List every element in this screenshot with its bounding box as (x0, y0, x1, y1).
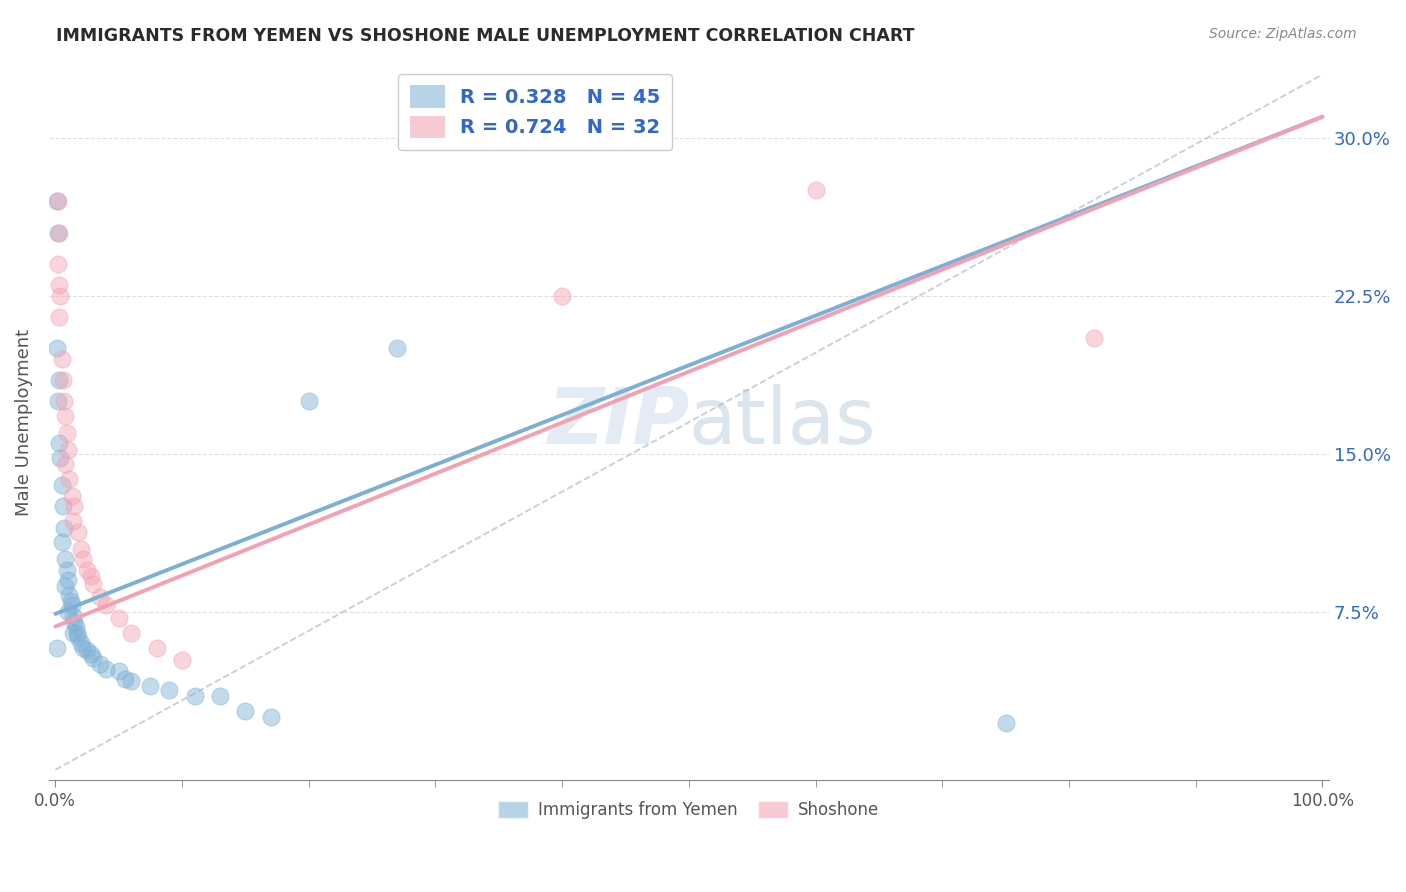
Point (46, 394, 69, 409)
Point (49, 289, 72, 303)
Point (45, 342, 67, 356)
Point (51, 351, 73, 366)
Point (49, 450, 72, 465)
Point (58, 472, 80, 486)
Point (53, 394, 76, 409)
Point (260, 710, 283, 724)
Point (46, 257, 69, 271)
Point (56, 573, 79, 587)
Point (55, 580, 77, 594)
Point (63, 615, 86, 630)
Point (170, 653, 193, 667)
Point (60, 489, 83, 503)
Point (157, 682, 180, 697)
Point (48, 226, 70, 240)
Point (45, 194, 67, 208)
Point (994, 716, 1017, 731)
Point (107, 664, 129, 678)
Point (804, 184, 827, 198)
Point (76, 642, 98, 657)
Point (62, 625, 84, 640)
Point (94, 662, 117, 676)
Point (76, 563, 98, 577)
Point (48, 310, 70, 324)
Point (55, 563, 77, 577)
Point (72, 552, 94, 566)
Point (69, 541, 91, 556)
Point (145, 640, 167, 655)
Point (52, 373, 75, 387)
Point (69, 636, 91, 650)
Point (56, 605, 79, 619)
Point (82, 577, 104, 591)
Point (551, 289, 574, 303)
Point (53, 520, 76, 534)
Point (62, 609, 84, 624)
Point (52, 500, 75, 514)
Text: Source: ZipAtlas.com: Source: ZipAtlas.com (1209, 27, 1357, 41)
Point (89, 657, 111, 672)
Point (65, 619, 87, 633)
Point (59, 594, 82, 608)
Point (1083, 331, 1105, 345)
Point (387, 342, 409, 356)
Point (60, 599, 83, 613)
Point (235, 704, 257, 718)
Legend: Immigrants from Yemen, Shoshone: Immigrants from Yemen, Shoshone (492, 794, 886, 826)
Point (56, 442, 79, 457)
Point (48, 373, 70, 387)
Point (55, 458, 77, 472)
Point (48, 278, 70, 293)
Point (55, 552, 77, 566)
Point (67, 630, 90, 644)
Point (120, 674, 142, 689)
Point (82, 651, 104, 665)
Point (298, 394, 321, 409)
Point (66, 625, 89, 640)
Point (58, 588, 80, 602)
Point (48, 436, 70, 450)
Point (89, 590, 111, 604)
Point (45, 640, 67, 655)
Text: IMMIGRANTS FROM YEMEN VS SHOSHONE MALE UNEMPLOYMENT CORRELATION CHART: IMMIGRANTS FROM YEMEN VS SHOSHONE MALE U… (56, 27, 915, 45)
Text: ZIP: ZIP (547, 384, 689, 460)
Point (51, 478, 73, 492)
Point (107, 611, 129, 625)
Point (72, 640, 94, 655)
Point (80, 647, 103, 661)
Point (46, 226, 69, 240)
Text: atlas: atlas (689, 384, 876, 460)
Point (120, 625, 142, 640)
Point (67, 524, 90, 539)
Point (139, 679, 162, 693)
Point (183, 689, 205, 703)
Point (51, 535, 73, 549)
Point (63, 500, 86, 514)
Point (62, 514, 84, 528)
Point (55, 425, 77, 440)
Point (208, 689, 231, 703)
Point (80, 569, 103, 583)
Point (114, 672, 136, 686)
Y-axis label: Male Unemployment: Male Unemployment (15, 328, 32, 516)
Point (94, 599, 117, 613)
Point (46, 194, 69, 208)
Point (55, 409, 77, 423)
